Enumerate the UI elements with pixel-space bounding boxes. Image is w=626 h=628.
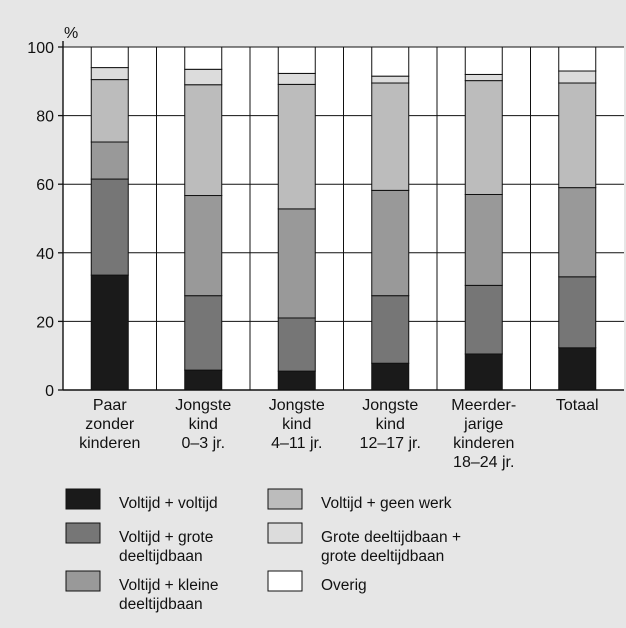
category-label: Totaal xyxy=(556,397,599,414)
bar-segment xyxy=(558,46,597,72)
bar-segment xyxy=(277,83,316,210)
y-tick-label: 0 xyxy=(45,383,54,400)
bar-segment xyxy=(558,276,597,349)
category-label: Meerder-jarige kinderen 18–24 jr. xyxy=(451,397,516,471)
bar-segment xyxy=(277,370,316,391)
bar-segment xyxy=(184,84,223,197)
legend-swatch xyxy=(65,488,101,510)
bar-segment xyxy=(184,369,223,391)
y-tick-labels: 0 20 40 60 80 100 xyxy=(27,40,54,400)
bar-segment xyxy=(464,46,503,75)
bar-segment xyxy=(184,46,223,70)
bar-segment xyxy=(371,189,410,297)
y-tick-label: 100 xyxy=(27,40,54,57)
legend-swatch xyxy=(267,488,303,510)
legend-swatch xyxy=(65,522,101,544)
bar-segment xyxy=(184,68,223,86)
bar-segment xyxy=(277,317,316,372)
legend-label: Voltijd + grote deeltijdbaan xyxy=(119,529,213,565)
bar-segment xyxy=(277,208,316,319)
y-tick-label: 40 xyxy=(36,246,54,263)
bar-segment xyxy=(464,73,503,82)
legend-label: Voltijd + voltijd xyxy=(119,495,218,512)
bar-segment xyxy=(371,362,410,391)
bar-segment xyxy=(277,46,316,74)
legend-label: Voltijd + kleine deeltijdbaan xyxy=(119,577,219,613)
bar-segment xyxy=(90,67,129,81)
bar-segment xyxy=(558,82,597,189)
bar-segment xyxy=(558,187,597,278)
category-label: Jongste kind 0–3 jr. xyxy=(175,397,231,452)
category-label: Paar zonder kinderen xyxy=(79,397,140,452)
bar-segment xyxy=(90,178,129,276)
bar-segment xyxy=(90,46,129,69)
gridlines xyxy=(63,46,624,390)
bar-segment xyxy=(184,295,223,371)
bar-segment xyxy=(464,80,503,195)
bar-segment xyxy=(90,79,129,143)
category-labels: Paar zonder kinderen Jongste kind 0–3 jr. Jong… xyxy=(79,397,599,471)
bar-segment xyxy=(371,46,410,77)
bar-segment xyxy=(464,193,503,286)
bar-segment xyxy=(184,195,223,297)
category-label: Jongste kind 4–11 jr. xyxy=(269,397,325,452)
bar-segment xyxy=(277,72,316,85)
bar-segment xyxy=(90,141,129,180)
bar-segment xyxy=(371,82,410,191)
legend-label: Voltijd + geen werk xyxy=(321,495,452,512)
bar-segment xyxy=(558,347,597,391)
bar-segment xyxy=(90,274,129,391)
y-unit-label: % xyxy=(64,25,78,42)
bar-segment xyxy=(371,75,410,84)
legend-swatch xyxy=(65,570,101,592)
bar-segment xyxy=(558,70,597,84)
bars xyxy=(90,46,597,391)
y-tick-label: 80 xyxy=(36,109,54,126)
legend-swatch xyxy=(267,570,303,592)
legend-label: Grote deeltijdbaan + grote deeltijdbaan xyxy=(321,529,461,565)
axes xyxy=(58,41,624,391)
y-tick-label: 20 xyxy=(36,314,54,331)
bar-segment xyxy=(371,295,410,364)
bar-segment xyxy=(464,284,503,355)
y-tick-label: 60 xyxy=(36,177,54,194)
bar-segment xyxy=(464,353,503,391)
legend: Voltijd + voltijd Voltijd + grote deeltijd… xyxy=(65,488,461,613)
legend-swatch xyxy=(267,522,303,544)
category-label: Jongste kind 12–17 jr. xyxy=(360,397,421,452)
legend-label: Overig xyxy=(321,577,367,594)
